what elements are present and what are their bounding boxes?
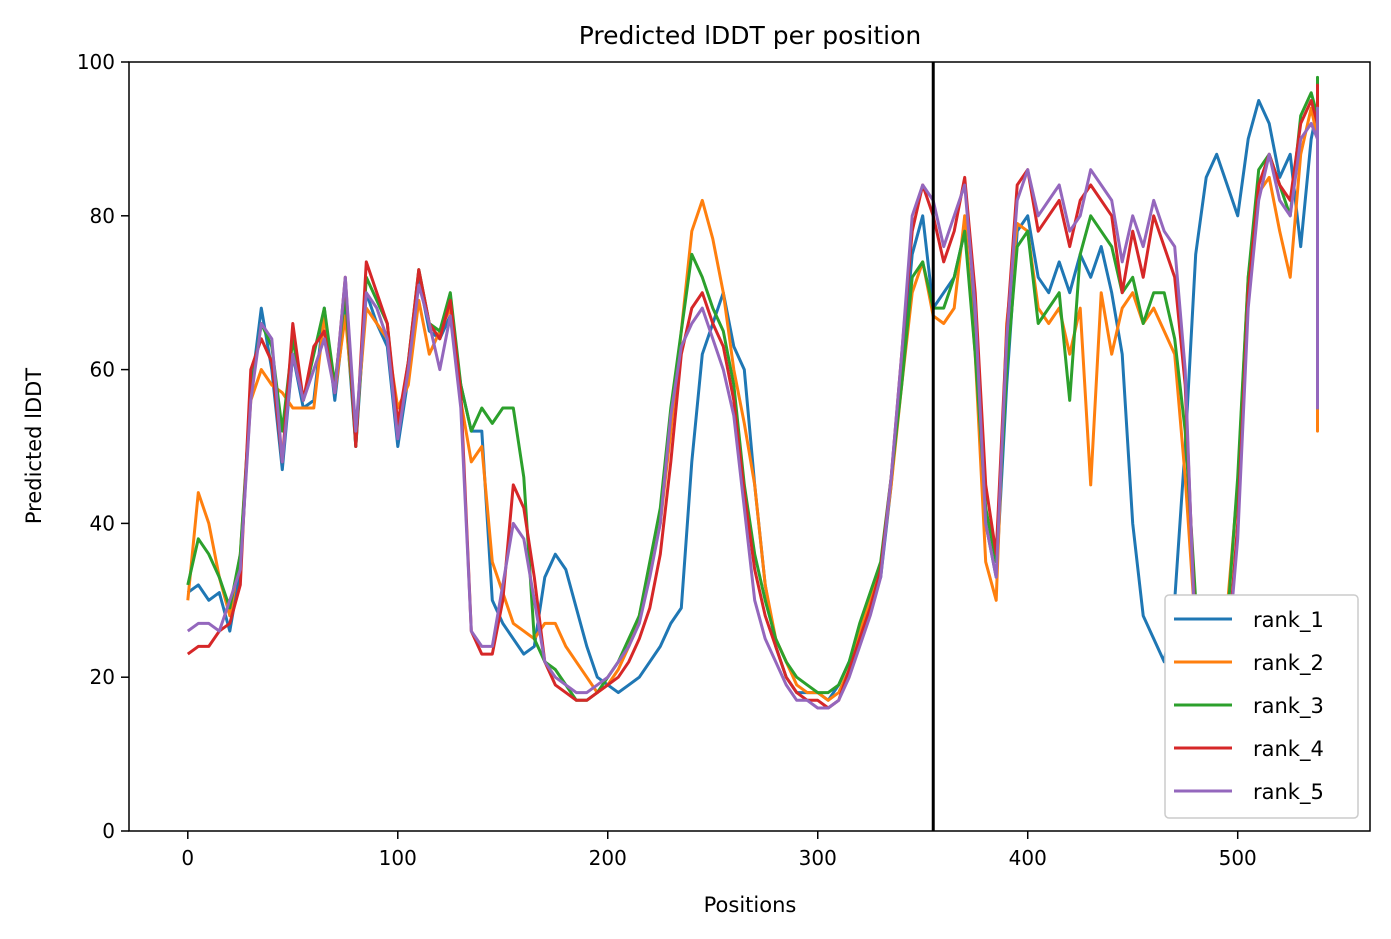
legend-box [1164,594,1359,819]
legend-label-rank_3: rank_3 [1253,694,1324,719]
y-tick-label: 20 [90,665,115,689]
legend-label-rank_2: rank_2 [1253,651,1324,676]
y-tick-label: 80 [90,204,115,228]
x-tick-label: 100 [379,846,417,870]
x-tick-label: 0 [181,846,194,870]
y-tick-label: 0 [102,819,115,843]
legend-label-rank_4: rank_4 [1253,737,1324,762]
x-tick-label: 200 [589,846,627,870]
series-line-rank_3 [186,75,1319,702]
legend: rank_1 rank_2 rank_3 rank_4 rank_5 [1164,594,1359,819]
y-axis-ticks: 0 20 40 60 80 100 [77,50,129,843]
y-tick-label: 100 [77,50,115,74]
x-axis-label: Positions [704,893,797,917]
x-tick-label: 500 [1219,846,1257,870]
legend-label-rank_5: rank_5 [1253,780,1324,805]
x-axis-ticks: 0 100 200 300 400 500 [181,831,1257,870]
x-tick-label: 300 [799,846,837,870]
plot-frame [128,61,1371,832]
legend-label-rank_1: rank_1 [1253,608,1324,633]
y-tick-label: 40 [90,511,115,535]
chart-title: Predicted lDDT per position [579,21,921,50]
y-tick-label: 60 [90,358,115,382]
series-line-rank_5 [186,106,1319,710]
series-group [186,75,1319,710]
x-tick-label: 400 [1009,846,1047,870]
y-axis-label: Predicted lDDT [22,368,46,524]
